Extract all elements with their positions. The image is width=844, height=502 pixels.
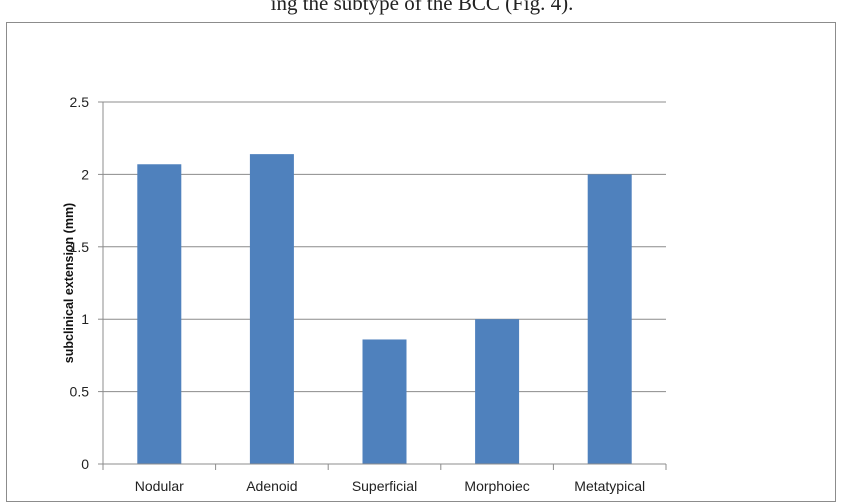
bar-adenoid bbox=[249, 154, 294, 465]
bar-metatypical bbox=[587, 174, 632, 464]
bars bbox=[137, 154, 632, 465]
labels: 0 0.5 1 1.5 2 2.5 Nodular Adenoid Superficial Mor… bbox=[70, 94, 646, 494]
x-category-label: Superficial bbox=[352, 478, 417, 494]
y-tick-label: 0.5 bbox=[70, 384, 90, 400]
y-tick-label: 0 bbox=[81, 456, 89, 472]
bar-superficial bbox=[362, 339, 407, 464]
bar-nodular bbox=[137, 164, 182, 464]
x-category-label: Morphoiec bbox=[464, 478, 529, 494]
y-tick-label: 1.5 bbox=[70, 239, 90, 255]
y-tick-label: 1 bbox=[81, 311, 89, 327]
x-category-label: Metatypical bbox=[574, 478, 645, 494]
y-tick-label: 2 bbox=[81, 166, 89, 182]
y-axis-label: subclinical extension (mm) bbox=[62, 203, 76, 363]
x-category-label: Adenoid bbox=[246, 478, 297, 494]
axes bbox=[98, 101, 667, 470]
bar-morphoiec bbox=[475, 319, 520, 464]
y-tick-label: 2.5 bbox=[70, 94, 90, 110]
header-text: ing the subtype of the BCC (Fig. 4). bbox=[270, 0, 574, 15]
x-category-label: Nodular bbox=[135, 478, 184, 494]
